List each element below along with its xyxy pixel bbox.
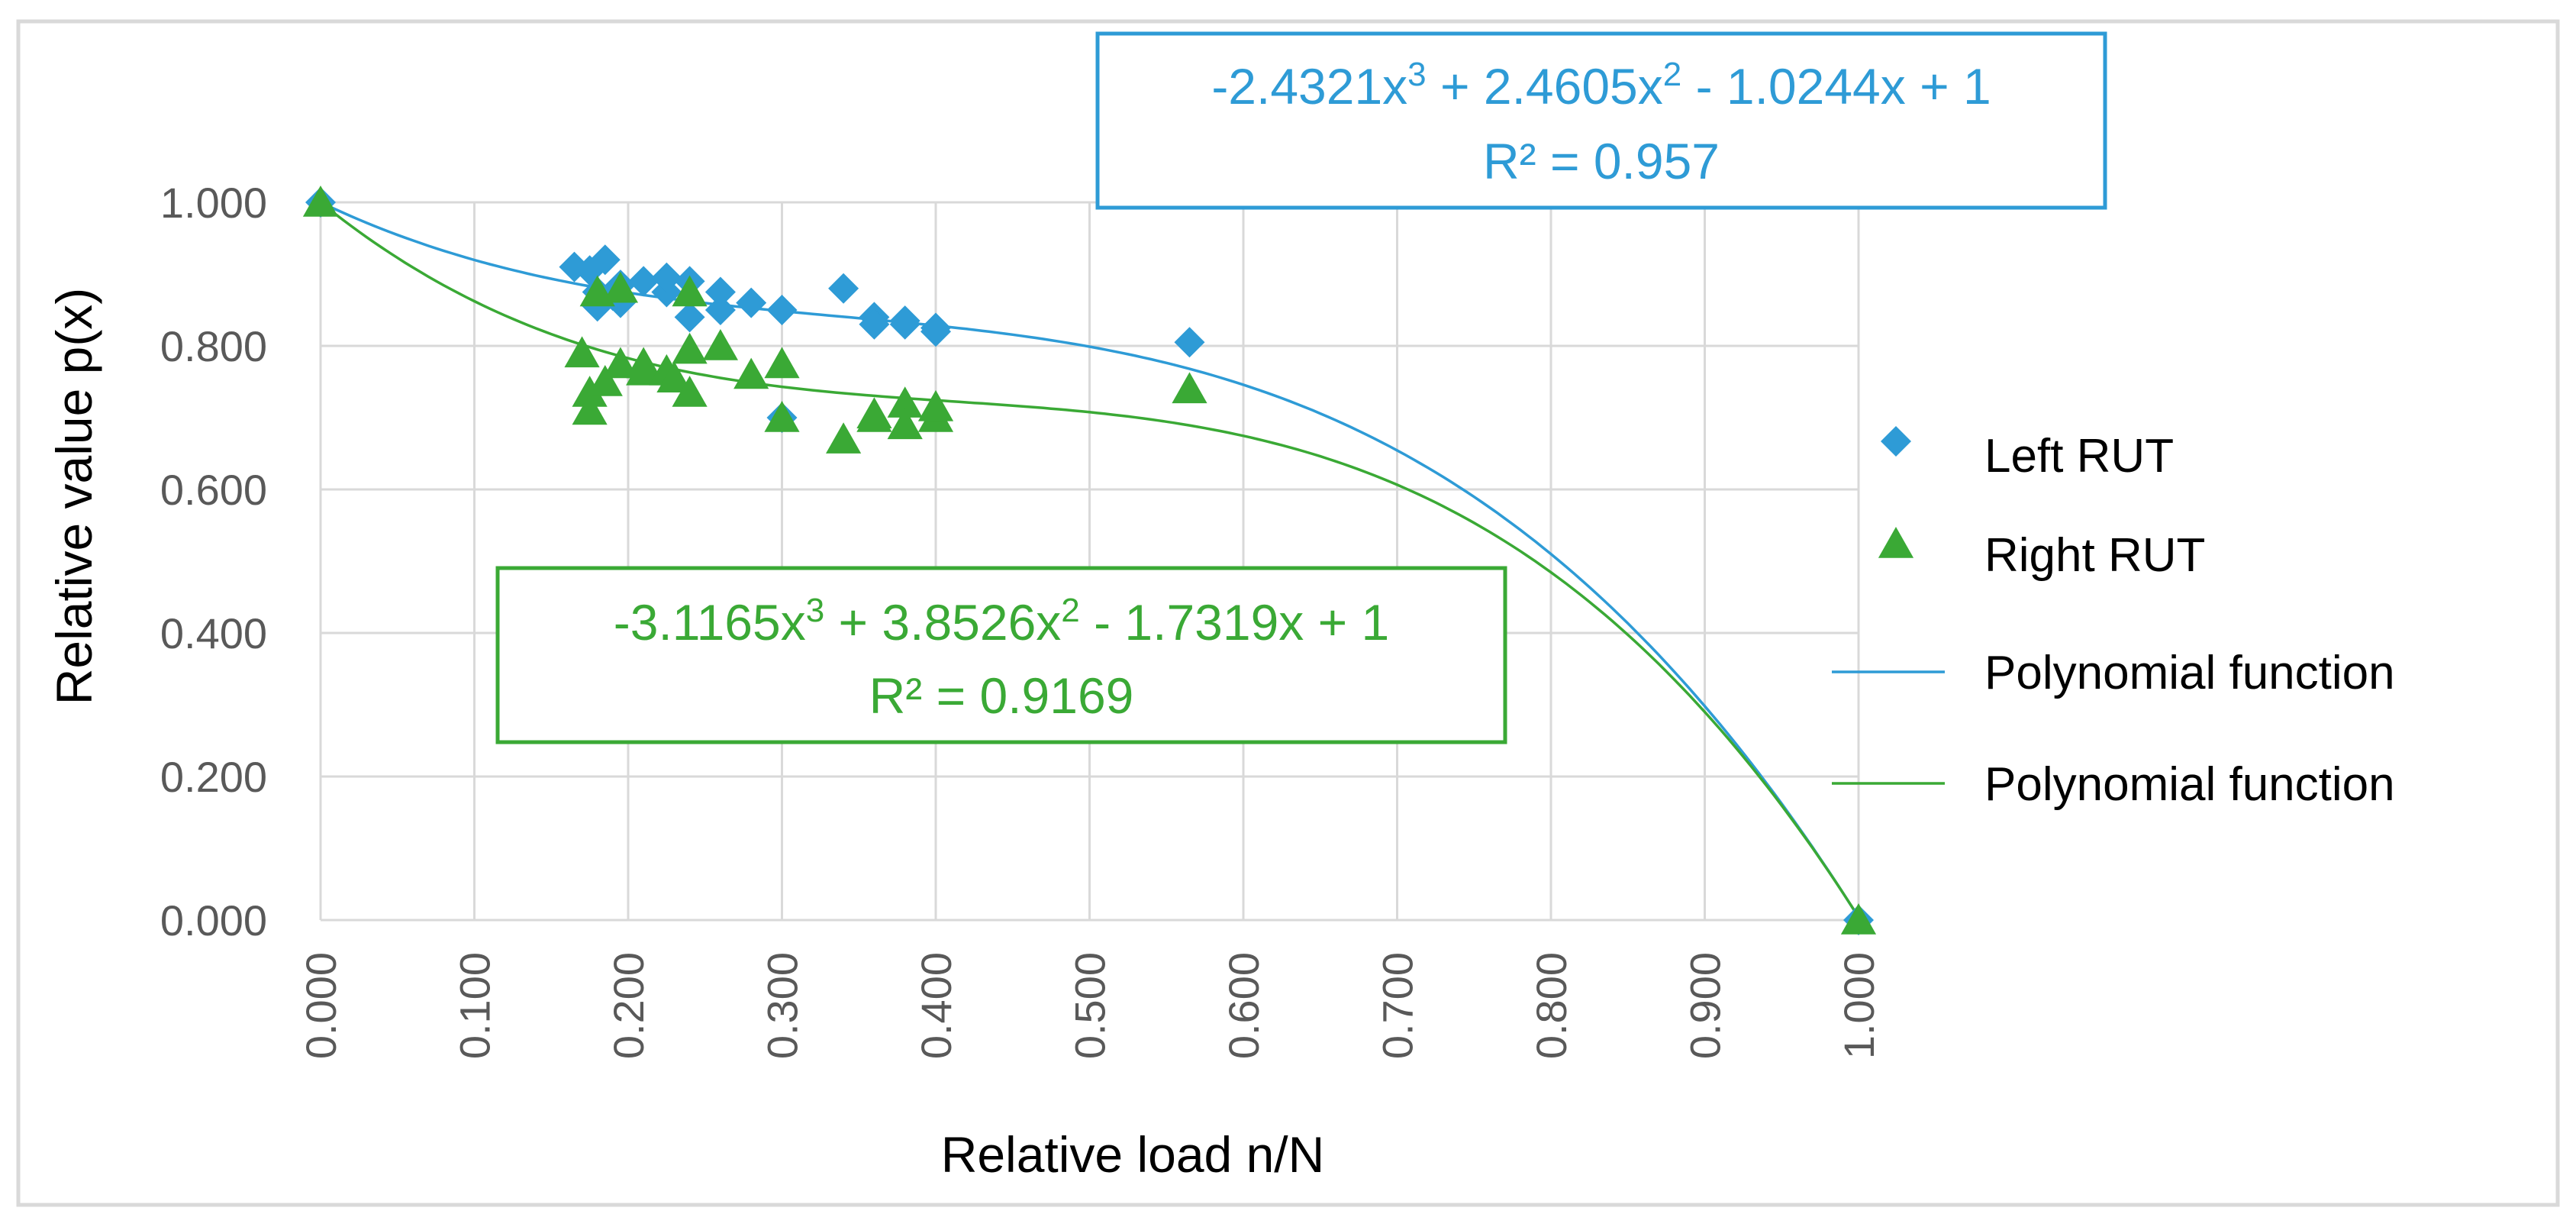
right-rut-point (572, 393, 608, 425)
equation-text: -2.4321x3 + 2.4605x2 - 1.0244x + 1 (1211, 56, 1991, 115)
right-rut-point (602, 271, 639, 303)
left-rut-point (1174, 327, 1205, 358)
right-rut-point (856, 401, 892, 432)
fit-curves (319, 201, 1860, 919)
right-rut-point (887, 408, 923, 440)
right-rut-point (302, 186, 339, 217)
legend-item-polynomial-green: Polynomial function (1832, 758, 2395, 811)
x-tick-label: 0.600 (1220, 952, 1268, 1059)
legend-item-polynomial-blue: Polynomial function (1832, 647, 2395, 699)
equation-box-left-rut: -2.4321x3 + 2.4605x2 - 1.0244x + 1 R² = … (1095, 31, 2107, 210)
y-tick-label: 0.600 (160, 466, 267, 514)
x-tick-label: 0.300 (759, 952, 807, 1059)
data-points (302, 186, 1877, 935)
right-rut-point (1172, 372, 1207, 404)
x-tick-label: 0.900 (1681, 952, 1730, 1059)
x-tick-label: 0.400 (912, 952, 960, 1059)
y-tick-label: 0.800 (160, 322, 267, 370)
left-rut-point (920, 312, 951, 344)
equation-box-frame (1095, 31, 2107, 210)
equation-text: -3.1165x3 + 3.8526x2 - 1.7319x + 1 (614, 592, 1389, 651)
right-rut-point (764, 401, 800, 432)
right-rut-point (764, 347, 800, 379)
right-rut-point (672, 332, 708, 364)
axis-ticks: 0.000 0.100 0.200 0.300 0.400 0.500 0.600 0.700… (160, 179, 1883, 1059)
right-rut-point (564, 336, 600, 368)
x-tick-label: 0.000 (297, 952, 345, 1059)
legend-diamond-icon (1881, 426, 1911, 457)
legend-label: Left RUT (1984, 430, 2174, 483)
left-rut-point (651, 262, 682, 293)
left-rut-point (704, 295, 736, 325)
right-rut-point (702, 329, 738, 360)
equation-part: + 3.8526x (824, 594, 1061, 651)
x-axis-title: Relative load n/N (941, 1126, 1325, 1183)
x-tick-label: 1.000 (1835, 952, 1883, 1059)
right-rut-point (887, 386, 923, 418)
equation-part: - 1.0244x + 1 (1681, 58, 1991, 115)
polynomial-fit-line (320, 201, 1860, 919)
y-tick-label: 0.000 (160, 896, 267, 944)
right-rut-point (626, 354, 662, 386)
x-tick-label: 0.500 (1066, 952, 1114, 1059)
legend-item-left-rut: Left RUT (1881, 426, 2174, 483)
legend: Left RUT Right RUT Polynomial function P… (1832, 426, 2395, 811)
left-rut-point (704, 276, 736, 308)
equation-exponent: 2 (1663, 56, 1681, 93)
equation-exponent: 3 (806, 592, 824, 629)
polynomial-fit-line (319, 201, 1860, 919)
x-tick-label: 0.100 (451, 952, 499, 1059)
left-rut-point (736, 287, 767, 318)
equation-part: -2.4321x (1211, 58, 1407, 115)
left-rut-point (589, 244, 621, 276)
legend-label: Polynomial function (1984, 758, 2395, 811)
equation-exponent: 2 (1061, 592, 1079, 629)
y-tick-label: 1.000 (160, 179, 267, 227)
right-rut-point (602, 347, 639, 379)
left-rut-point (859, 308, 890, 340)
right-rut-point (672, 376, 708, 407)
equation-box-right-rut: -3.1165x3 + 3.8526x2 - 1.7319x + 1 R² = … (495, 566, 1507, 744)
right-rut-point (917, 389, 954, 421)
right-rut-point (733, 357, 769, 389)
legend-label: Right RUT (1984, 529, 2205, 582)
x-tick-label: 0.800 (1527, 952, 1575, 1059)
left-rut-point (889, 308, 920, 340)
equation-box-frame (495, 566, 1507, 744)
x-tick-label: 0.200 (605, 952, 653, 1059)
equation-part: - 1.7319x + 1 (1080, 594, 1389, 651)
left-rut-point (674, 302, 705, 333)
right-rut-point (587, 365, 623, 396)
y-tick-label: 0.400 (160, 609, 267, 657)
legend-triangle-icon (1878, 527, 1914, 558)
equation-part: + 2.4605x (1427, 58, 1663, 115)
r-squared-text: R² = 0.9169 (869, 667, 1134, 724)
y-tick-label: 0.200 (160, 753, 267, 801)
right-rut-point (572, 376, 608, 407)
r-squared-text: R² = 0.957 (1483, 133, 1720, 189)
left-rut-point (828, 273, 859, 304)
right-rut-point (826, 422, 862, 454)
legend-item-right-rut: Right RUT (1878, 527, 2205, 582)
right-rut-point (672, 275, 708, 307)
y-axis-title: Relative value p(x) (46, 288, 102, 706)
legend-label: Polynomial function (1984, 647, 2395, 699)
right-rut-point (656, 361, 692, 392)
right-rut-point (1840, 903, 1877, 935)
x-tick-label: 0.700 (1374, 952, 1422, 1059)
equation-part: -3.1165x (614, 594, 806, 651)
left-rut-point (628, 266, 659, 297)
equation-exponent: 3 (1407, 56, 1426, 93)
left-rut-point (766, 295, 798, 325)
